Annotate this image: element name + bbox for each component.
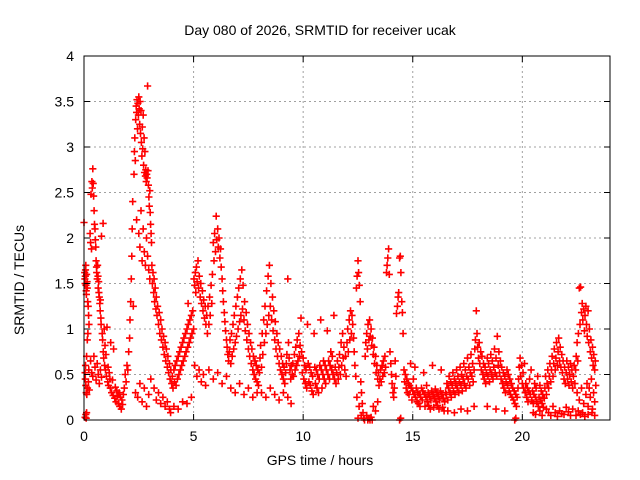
x-tick-label: 15 (405, 428, 421, 444)
y-tick-label: 0.5 (55, 367, 75, 383)
x-tick-label: 5 (190, 428, 198, 444)
plot-border (83, 55, 611, 421)
y-tick-label: 3.5 (55, 94, 75, 110)
x-tick-label: 0 (80, 428, 88, 444)
x-axis-title: GPS time / hours (266, 452, 374, 468)
y-tick-label: 0 (66, 412, 74, 428)
data-points (80, 82, 600, 424)
x-tick-label: 20 (515, 428, 531, 444)
y-tick-label: 2 (66, 230, 74, 246)
y-tick-label: 1.5 (55, 276, 75, 292)
y-tick-label: 4 (66, 48, 74, 64)
y-tick-label: 2.5 (55, 185, 75, 201)
y-tick-label: 1 (66, 321, 74, 337)
chart-title: Day 080 of 2026, SRMTID for receiver uca… (184, 22, 456, 38)
x-tick-label: 10 (295, 428, 311, 444)
y-tick-label: 3 (66, 139, 74, 155)
